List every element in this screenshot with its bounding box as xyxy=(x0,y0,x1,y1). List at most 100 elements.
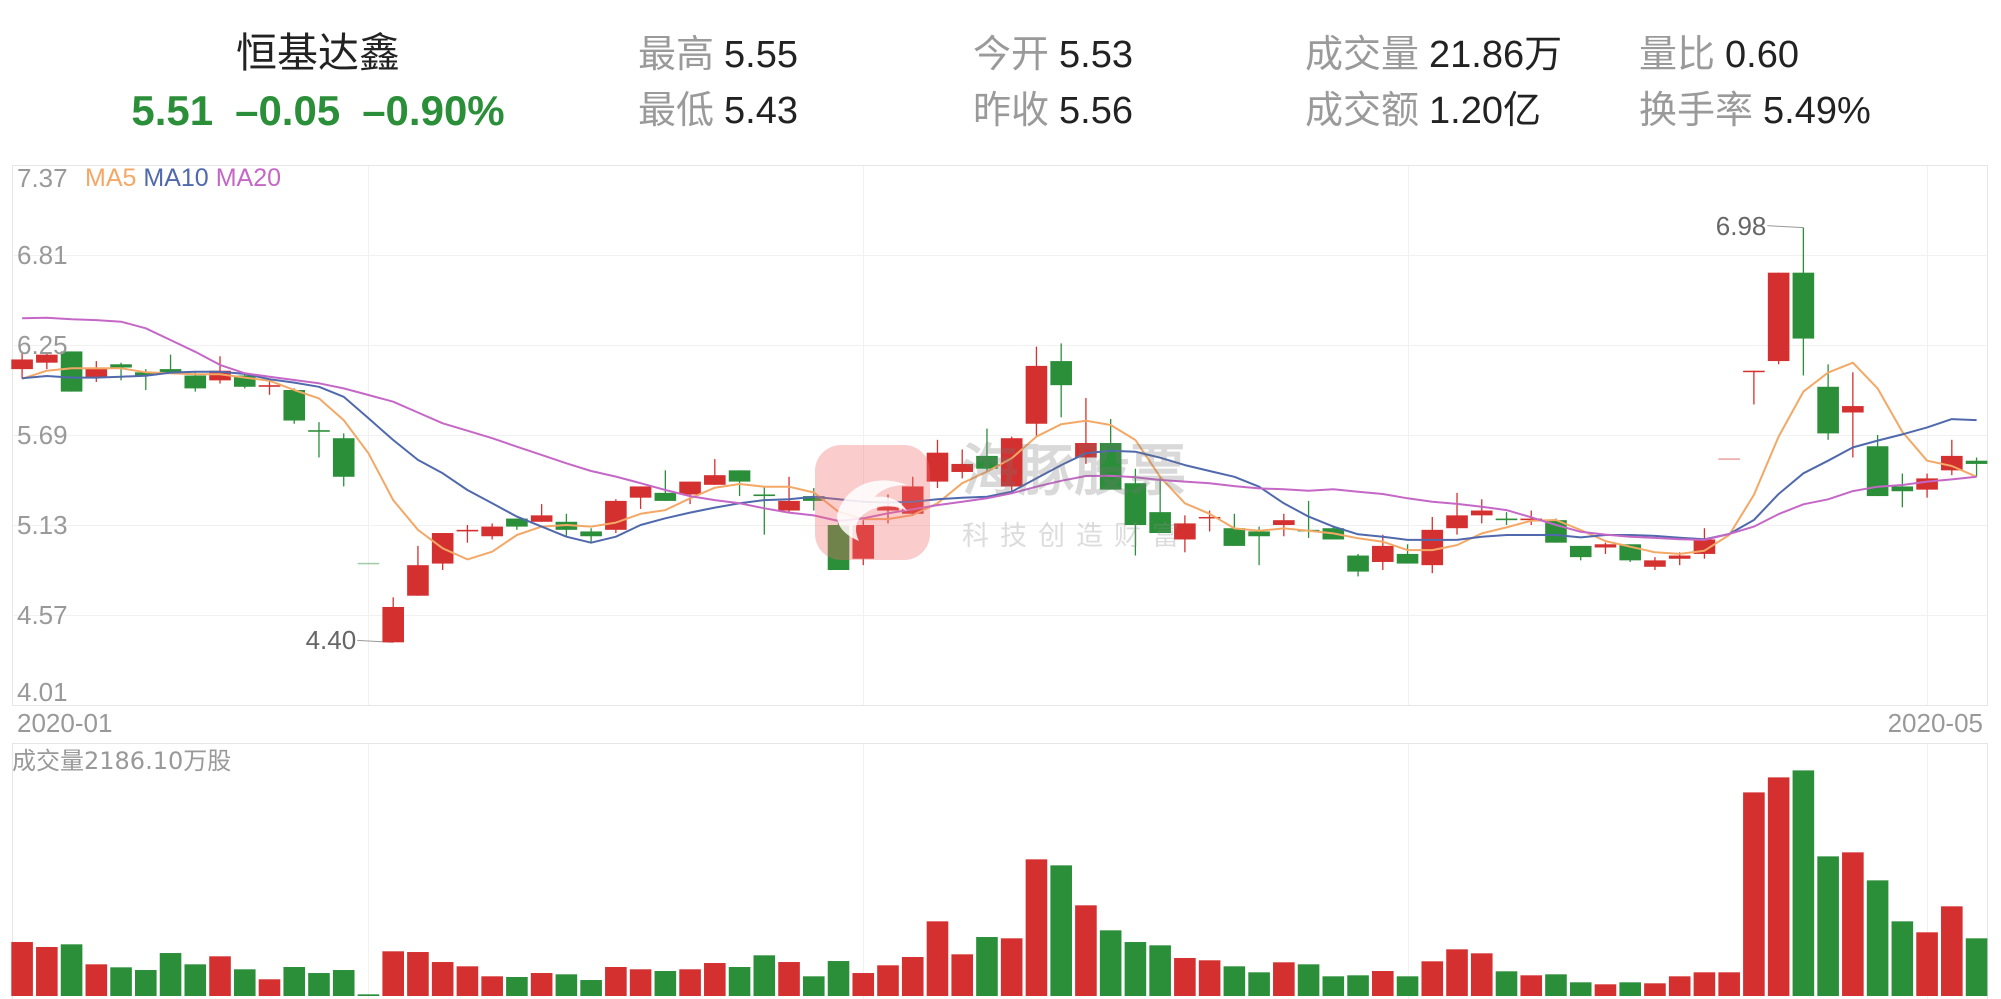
volume-bar xyxy=(135,970,157,996)
candle xyxy=(1916,473,1938,498)
volume-bar xyxy=(1025,859,1048,996)
price-change-percent: –0.90% xyxy=(362,87,505,134)
volume-bar xyxy=(1174,958,1196,996)
candle xyxy=(184,372,207,392)
volume-bar xyxy=(357,994,380,996)
stat-value: 5.56 xyxy=(1059,90,1133,132)
volume-bar xyxy=(778,962,800,996)
candle xyxy=(332,433,355,487)
candle xyxy=(1273,513,1295,537)
candle xyxy=(951,449,974,479)
x-axis-label-end: 2020-05 xyxy=(1887,708,1983,738)
legend-ma10: MA10 xyxy=(143,164,209,192)
legend-ma5: MA5 xyxy=(85,164,137,192)
volume-bar xyxy=(184,964,207,996)
volume-bar xyxy=(753,955,776,996)
candle xyxy=(1372,534,1394,570)
stat-label: 最高 xyxy=(638,32,715,76)
candle xyxy=(1347,553,1369,577)
volume-bar xyxy=(36,947,58,996)
stat-value: 5.55 xyxy=(724,34,798,76)
volume-bar xyxy=(1223,966,1246,996)
stat-low: 最低 5.43 xyxy=(638,88,798,133)
y-axis-label: 4.01 xyxy=(17,677,68,707)
price-chart-panel[interactable] xyxy=(12,165,1988,705)
candle xyxy=(357,562,380,565)
candle xyxy=(1421,516,1444,574)
candle xyxy=(704,459,726,485)
volume-bar xyxy=(1149,945,1171,996)
candle xyxy=(1792,227,1815,376)
stat-value: 5.53 xyxy=(1059,34,1133,76)
candle xyxy=(1693,528,1716,559)
volume-bar xyxy=(802,976,825,996)
volume-title: 成交量2186.10万股 xyxy=(12,747,232,775)
volume-bar xyxy=(530,973,553,996)
stat-prev-close: 昨收 5.56 xyxy=(973,88,1133,133)
candle xyxy=(778,476,800,513)
volume-chart-panel[interactable] xyxy=(12,743,1988,999)
volume-bar xyxy=(233,969,256,996)
candle xyxy=(679,481,701,505)
candle xyxy=(1594,542,1617,554)
candle xyxy=(233,373,256,389)
candle xyxy=(11,351,33,379)
stat-volume-ratio: 量比 0.60 xyxy=(1639,32,1799,77)
period-high-label: 6.98 xyxy=(1715,210,1767,241)
stock-name: 恒基达鑫 xyxy=(236,29,400,77)
candle xyxy=(654,470,677,501)
volume-bar xyxy=(951,954,974,996)
candle xyxy=(36,353,58,370)
volume-bar xyxy=(1198,960,1221,996)
candle xyxy=(1569,545,1592,561)
ma20-line xyxy=(22,316,1977,541)
volume-bar xyxy=(1495,971,1518,996)
volume-bar xyxy=(1520,975,1543,996)
candle xyxy=(481,523,503,540)
stat-open: 今开 5.53 xyxy=(973,32,1133,77)
volume-bar xyxy=(1470,953,1493,996)
candle xyxy=(1124,468,1147,556)
candle xyxy=(1767,272,1790,365)
volume-bar xyxy=(1842,852,1864,996)
candle xyxy=(1470,499,1493,524)
volume-bar xyxy=(1347,975,1369,996)
volume-bar xyxy=(926,921,949,996)
stat-value: 21.86万 xyxy=(1429,34,1563,76)
volume-bar xyxy=(1396,976,1419,996)
volume-bar xyxy=(1124,942,1147,996)
volume-bar xyxy=(1891,921,1914,996)
volume-bar xyxy=(1916,932,1938,996)
volume-bar xyxy=(728,967,751,996)
volume-bar xyxy=(704,963,726,996)
volume-bar xyxy=(1000,938,1023,996)
volume-bar xyxy=(1273,962,1295,996)
stat-label: 成交额 xyxy=(1305,88,1420,132)
volume-bar xyxy=(580,980,602,996)
volume-bar xyxy=(1248,972,1270,996)
volume-bar xyxy=(308,973,330,996)
candle xyxy=(1718,458,1740,460)
candle xyxy=(1495,512,1518,525)
candle xyxy=(1099,418,1122,490)
volume-bar xyxy=(877,965,899,996)
candle xyxy=(1644,557,1666,570)
volume-bar xyxy=(1594,984,1617,996)
candle xyxy=(1446,492,1468,535)
volume-bar xyxy=(1743,792,1765,996)
volume-bar xyxy=(605,967,627,996)
candle xyxy=(60,351,83,392)
stat-label: 量比 xyxy=(1639,32,1716,76)
candle xyxy=(308,422,330,458)
volume-bar xyxy=(654,971,677,996)
stat-value: 5.49% xyxy=(1763,90,1871,132)
y-axis-label: 5.13 xyxy=(17,510,68,540)
stat-label: 最低 xyxy=(638,88,715,132)
volume-bar xyxy=(1644,983,1666,996)
gridlines xyxy=(12,165,1988,999)
volume-bar xyxy=(11,942,33,996)
volume-bar xyxy=(976,937,998,996)
annotation-line xyxy=(1767,225,1804,229)
y-axis-label: 7.37 xyxy=(17,163,68,193)
